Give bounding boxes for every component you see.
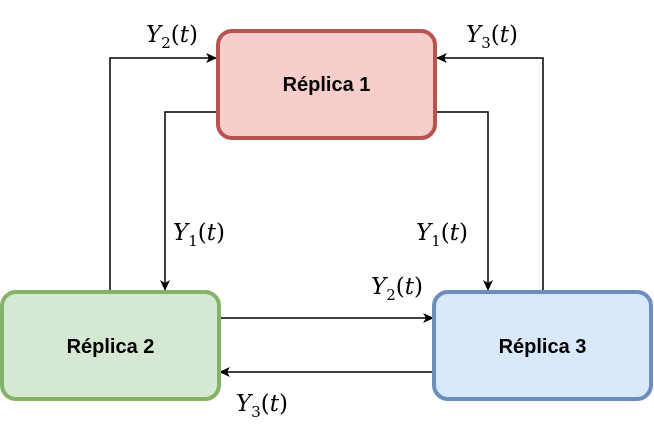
replica-2-box — [0, 290, 221, 401]
edge-label-replica1-to-replica3: Y1(t) — [416, 220, 468, 250]
replica-1-box — [216, 29, 437, 140]
edge-label-replica3-to-replica1: Y3(t) — [466, 22, 518, 52]
node-replica-1: Réplica 1 — [216, 29, 437, 140]
edges — [109, 53, 544, 377]
edge-replica1-to-replica3 — [435, 111, 493, 291]
edge-label-replica2-to-replica3: Y2(t) — [371, 274, 423, 304]
edge-label-replica2-to-replica1: Y2(t) — [146, 22, 198, 52]
edge-replica3-to-replica1 — [436, 53, 544, 292]
node-replica-2: Réplica 2 — [0, 290, 221, 401]
edge-replica2-to-replica1 — [109, 53, 217, 292]
replica-1-label: Réplica 1 — [283, 74, 371, 96]
replica-3-label: Réplica 3 — [499, 336, 587, 358]
replica-2-label: Réplica 2 — [67, 336, 155, 358]
node-replica-3: Réplica 3 — [432, 290, 653, 401]
edge-replica1-to-replica2 — [160, 111, 218, 291]
edge-label-replica1-to-replica2: Y1(t) — [173, 220, 225, 250]
replica-3-box — [432, 290, 653, 401]
edge-label-replica3-to-replica2: Y3(t) — [236, 391, 288, 421]
